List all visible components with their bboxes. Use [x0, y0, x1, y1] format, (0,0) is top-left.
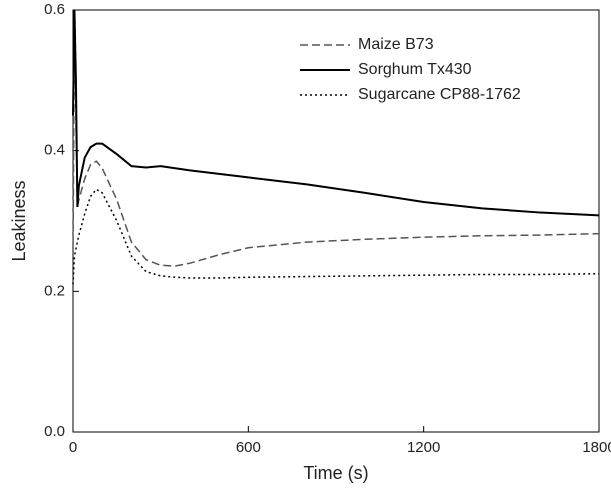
- x-axis-title: Time (s): [303, 463, 368, 483]
- legend-text: Maize B73: [358, 36, 434, 53]
- series-line: [72, 188, 600, 285]
- series-line: [72, 9, 600, 217]
- legend-text: Sugarcane CP88-1762: [358, 86, 521, 103]
- x-tick-label: 0: [69, 439, 77, 456]
- y-tick-label: 0.0: [44, 423, 65, 440]
- x-tick-label: 600: [236, 439, 261, 456]
- y-tick-label: 0.6: [44, 1, 65, 18]
- x-tick-label: 1800: [582, 439, 611, 456]
- y-tick-label: 0.4: [44, 142, 65, 159]
- y-axis-title: Leakiness: [9, 180, 29, 261]
- plot-frame: [72, 9, 600, 433]
- x-tick-label: 1200: [407, 439, 440, 456]
- series-line: [72, 9, 600, 267]
- legend-text: Sorghum Tx430: [358, 61, 472, 78]
- y-tick-label: 0.2: [44, 282, 65, 299]
